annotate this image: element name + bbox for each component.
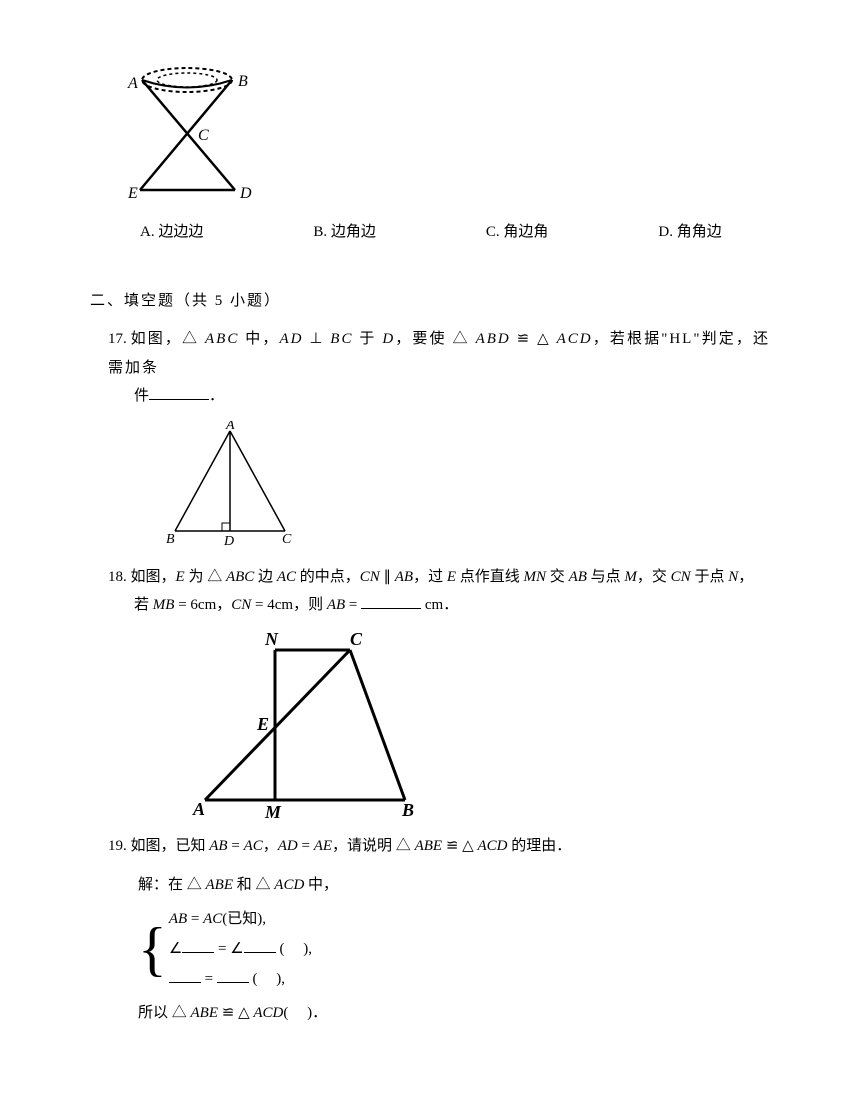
brace-symbol: {: [138, 919, 167, 979]
svg-text:M: M: [264, 802, 282, 820]
blank-19b: [244, 938, 276, 953]
svg-text:B: B: [166, 532, 175, 547]
svg-text:D: D: [223, 534, 234, 549]
question-17: 17. 如图，△ ABC 中，AD ⊥ BC 于 D，要使 △ ABD ≌ △ …: [108, 325, 770, 411]
svg-text:C: C: [350, 630, 363, 649]
q17-num: 17.: [108, 331, 131, 347]
svg-text:B: B: [401, 800, 414, 820]
blank-17: [149, 385, 209, 400]
svg-text:A: A: [127, 75, 138, 92]
system-lines: AB = AC(已知), ∠ = ∠ ( ), = ( ),: [169, 904, 312, 994]
svg-text:B: B: [238, 73, 248, 90]
svg-text:A: A: [225, 421, 235, 433]
sys-line-1: AB = AC(已知),: [169, 904, 312, 934]
blank-18: [361, 594, 421, 609]
q17-text: 如图，△ ABC 中，AD ⊥ BC 于 D，要使 △ ABD ≌ △ ACD，…: [108, 331, 770, 376]
svg-text:E: E: [127, 185, 138, 202]
q19-num: 19.: [108, 838, 131, 854]
svg-text:E: E: [256, 714, 269, 734]
q19-text: 如图，已知 AB = AC，AD = AE，请说明 △ ABE ≌ △ ACD …: [131, 838, 572, 854]
blank-19d: [217, 968, 249, 983]
section-2-header: 二、填空题（共 5 小题）: [90, 287, 770, 316]
sys-line-2: ∠ = ∠ ( ),: [169, 934, 312, 964]
option-a: A. 边边边: [140, 218, 203, 247]
svg-text:D: D: [239, 185, 252, 202]
svg-text:N: N: [264, 630, 279, 649]
svg-text:C: C: [198, 127, 209, 144]
q17-line2: 件．: [134, 388, 224, 404]
blank-19a: [182, 938, 214, 953]
q19-solution-line1: 解：在 △ ABE 和 △ ACD 中，: [138, 870, 770, 900]
option-b: B. 边角边: [313, 218, 376, 247]
q18-line2: 若 MB = 6cm，CN = 4cm，则 AB = cm．: [134, 597, 458, 613]
option-d: D. 角角边: [658, 218, 721, 247]
q18-text: 如图，E 为 △ ABC 边 AC 的中点，CN ∥ AB，过 E 点作直线 M…: [131, 569, 754, 585]
question-19: 19. 如图，已知 AB = AC，AD = AE，请说明 △ ABE ≌ △ …: [108, 832, 770, 861]
sys-line-3: = ( ),: [169, 964, 312, 994]
option-c: C. 角边角: [486, 218, 549, 247]
q18-num: 18.: [108, 569, 131, 585]
q19-final: 所以 △ ABE ≌ △ ACD( )．: [138, 998, 770, 1028]
figure-q18: N C E A M B: [190, 630, 770, 820]
q19-system: { AB = AC(已知), ∠ = ∠ ( ), = ( ),: [138, 904, 770, 994]
blank-19c: [169, 968, 201, 983]
options-row: A. 边边边 B. 边角边 C. 角边角 D. 角角边: [140, 218, 770, 247]
svg-text:C: C: [282, 532, 292, 547]
question-18: 18. 如图，E 为 △ ABC 边 AC 的中点，CN ∥ AB，过 E 点作…: [108, 563, 770, 620]
figure-q17: A B D C: [160, 421, 770, 551]
figure-q16: A B C D E: [120, 60, 770, 210]
svg-text:A: A: [192, 799, 205, 819]
svg-bowtie: A B C D E: [120, 60, 280, 210]
